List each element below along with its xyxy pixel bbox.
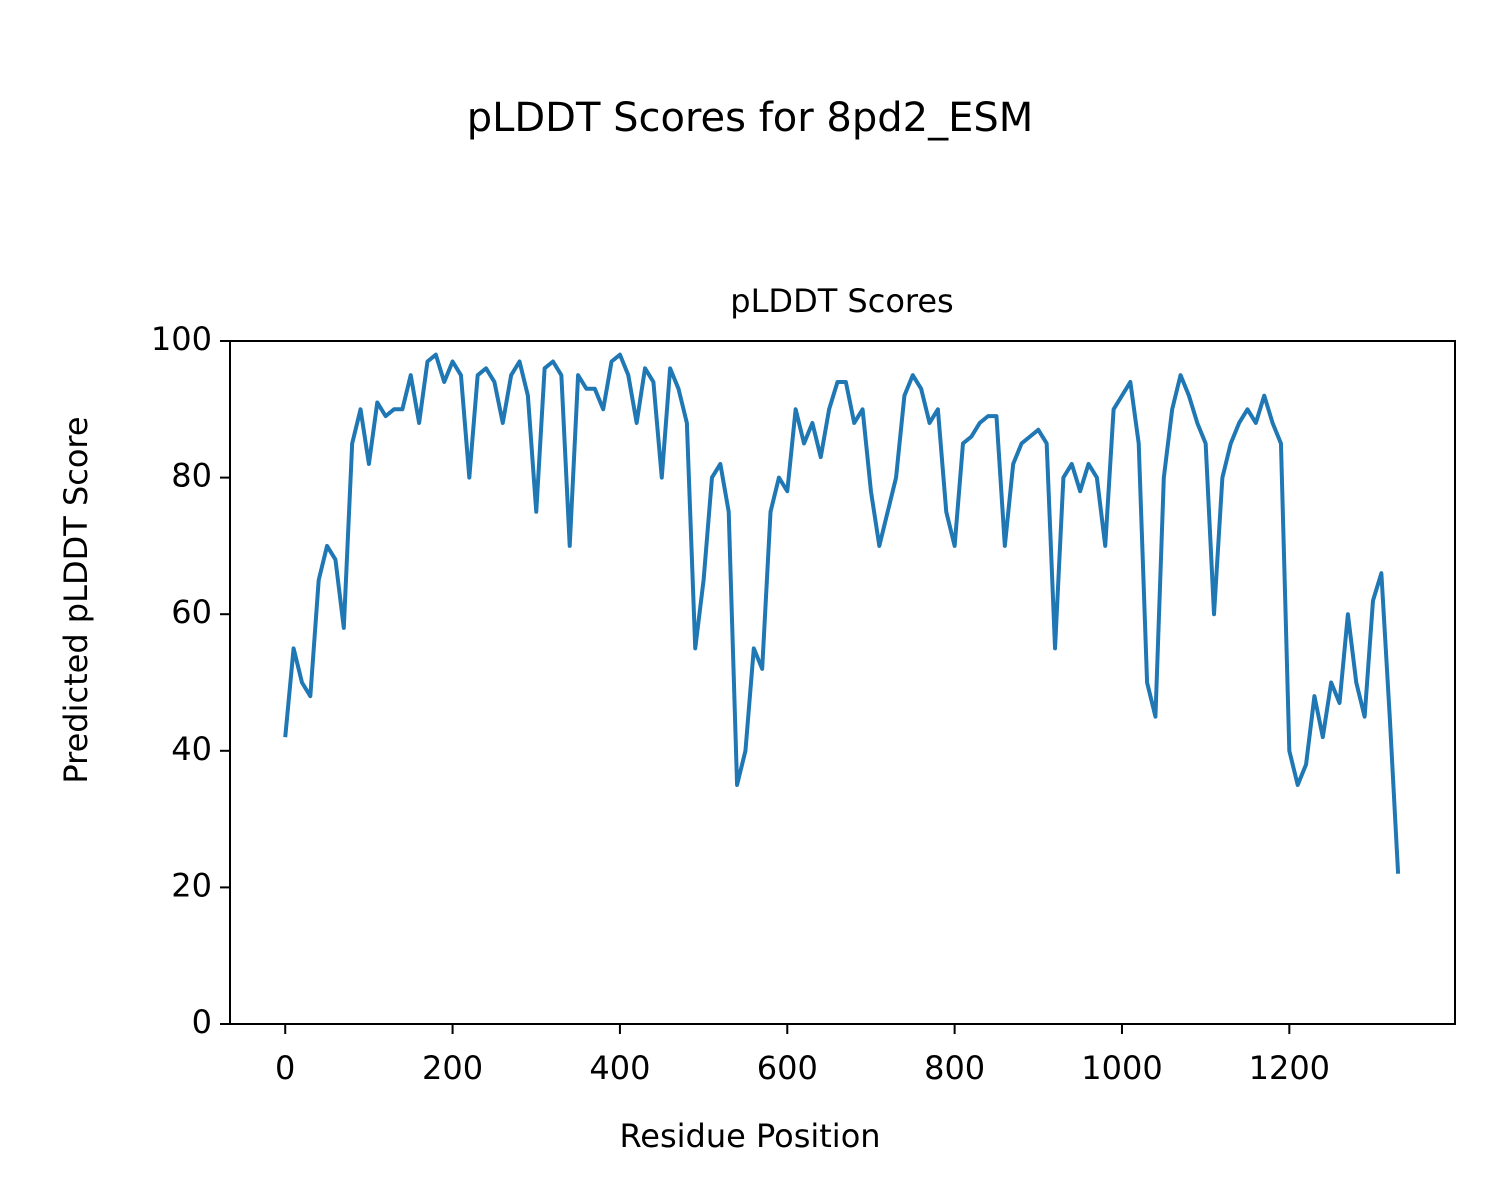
y-tick-label: 0 <box>192 1003 212 1041</box>
x-tick-label: 1000 <box>1081 1049 1162 1087</box>
x-tick-label: 600 <box>757 1049 818 1087</box>
x-tick-label: 1200 <box>1249 1049 1330 1087</box>
suptitle: pLDDT Scores for 8pd2_ESM <box>467 95 1034 141</box>
data-line <box>283 352 1401 874</box>
y-axis-label: Predicted pLDDT Score <box>57 416 95 783</box>
y-tick-label: 100 <box>151 320 212 358</box>
y-tick-label: 80 <box>171 457 212 495</box>
y-tick-label: 20 <box>171 866 212 904</box>
axes-frame <box>229 340 1456 1025</box>
x-axis-label: Residue Position <box>619 1117 880 1155</box>
x-tick-label: 400 <box>589 1049 650 1087</box>
x-tick-label: 0 <box>275 1049 295 1087</box>
y-tick-label: 40 <box>171 730 212 768</box>
x-tick-label: 800 <box>924 1049 985 1087</box>
x-tick-label: 200 <box>422 1049 483 1087</box>
y-tick-label: 60 <box>171 593 212 631</box>
axes-title: pLDDT Scores <box>730 282 953 320</box>
